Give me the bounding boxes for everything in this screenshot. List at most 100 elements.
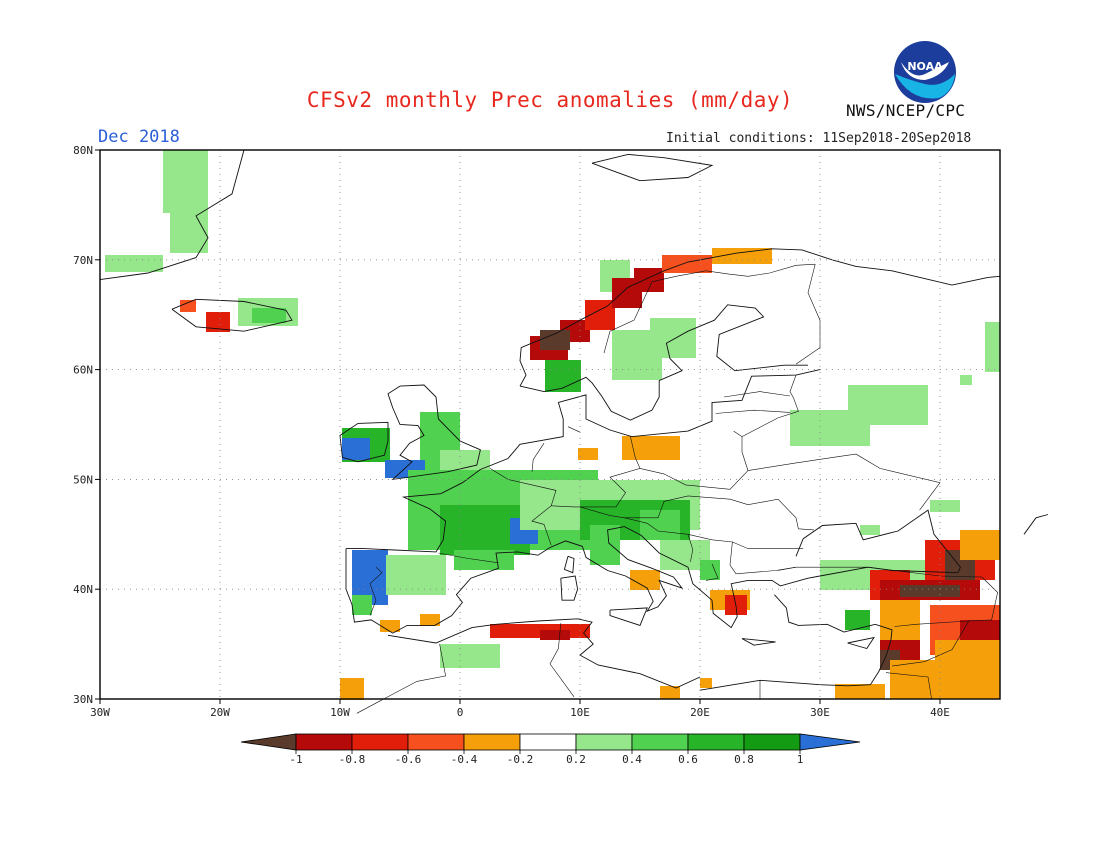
lon-label: 20E [690,706,710,719]
country-border [885,672,932,700]
country-border [891,620,970,667]
colorbar-box [743,733,801,751]
coastline [847,636,875,650]
colorbar-label: 0.4 [622,753,642,766]
longitude-labels: 30W 20W 10W 0 10E 20E 30E 40E [90,699,950,719]
coastline [795,509,961,573]
country-border [369,566,383,616]
coastline [519,304,808,421]
anomaly-cell [105,255,163,272]
anomaly-cell [386,555,446,595]
coastline [387,618,701,689]
anomaly-cell [342,438,370,460]
anomaly-cell [454,550,514,570]
colorbar-label: 0.6 [678,753,698,766]
country-border [715,409,791,414]
anomaly-cell [578,448,598,460]
anomaly-cell [420,614,440,626]
anomaly-cell [170,213,208,253]
country-border [723,391,791,398]
colorbar-low-arrow [240,733,297,751]
colorbar-label: 1 [797,753,804,766]
country-border [705,563,719,581]
colorbar-high-arrow [799,733,861,751]
country-border [705,263,816,277]
anomaly-fill-layer [105,150,1000,700]
colorbar-label: -1 [289,753,302,766]
country-border [795,264,821,365]
coastline [591,153,714,182]
anomaly-cell [352,595,372,615]
coastline [609,607,648,626]
anomaly-cell [180,300,196,312]
anomaly-cell [540,330,570,350]
anomaly-cell [590,525,620,565]
anomaly-cell [860,525,880,535]
coastline [99,149,245,281]
country-border [551,436,641,508]
anomaly-cell [206,312,230,332]
lat-label: 60N [73,364,93,377]
anomaly-cell [440,450,490,470]
lon-label: 10W [330,706,350,719]
anomaly-cell [540,630,570,640]
coastline [346,369,821,553]
country-border [747,453,941,511]
anomaly-cell [712,248,772,264]
lon-label: 30E [810,706,830,719]
lat-label: 40N [73,583,93,596]
country-border [356,644,446,714]
lon-label: 20W [210,706,230,719]
lon-label: 0 [457,706,464,719]
anomaly-cell [630,570,660,590]
map-grid [100,150,1000,699]
coastline-layer [99,149,1049,714]
colorbar-box [463,733,521,751]
chart-title: CFSv2 monthly Prec anomalies (mm/day) [306,88,794,112]
noaa-logo: NOAA [894,41,956,103]
country-border [741,374,799,437]
coastline [387,384,481,481]
coastline [699,594,893,691]
anomaly-cell [835,684,885,699]
colorbar-label: -0.4 [451,753,478,766]
anomaly-cell [960,530,1000,560]
coastline [1023,514,1049,535]
noaa-logo-text: NOAA [907,60,943,73]
country-border [732,541,804,549]
agency-label: NWS/NCEP/CPC [846,101,966,120]
colorbar-box [575,733,633,751]
anomaly-cell [380,620,400,632]
anomaly-cell [440,644,500,668]
map-frame [99,149,1001,700]
coastline [741,638,776,646]
anomaly-cell [660,686,680,699]
valid-month-label: Dec 2018 [98,127,180,147]
colorbar-box [687,733,745,751]
anomaly-cell [985,322,1000,372]
country-border [603,270,707,354]
colorbar-labels: -1 -0.8 -0.6 -0.4 -0.2 0.2 0.4 0.6 0.8 1 [289,750,803,766]
anomaly-cell [612,330,662,380]
anomaly-cell [163,150,208,213]
country-border [777,566,998,627]
anomaly-cell [845,610,870,630]
country-border [549,623,575,697]
colorbar-label: -0.6 [395,753,422,766]
anomaly-cell [960,375,972,385]
anomaly-cell [640,510,680,540]
anomaly-cell [790,410,870,446]
colorbar-label: -0.2 [507,753,534,766]
coastline [560,575,579,601]
coastline [345,526,959,634]
lat-label: 70N [73,254,93,267]
colorbar-label: 0.2 [566,753,586,766]
lon-label: 40E [930,706,950,719]
anomaly-cell [252,308,286,323]
colorbar-label: 0.8 [734,753,754,766]
lon-label: 30W [90,706,110,719]
coastline [519,248,1001,387]
anomaly-cell [900,585,960,597]
country-border [579,495,815,531]
